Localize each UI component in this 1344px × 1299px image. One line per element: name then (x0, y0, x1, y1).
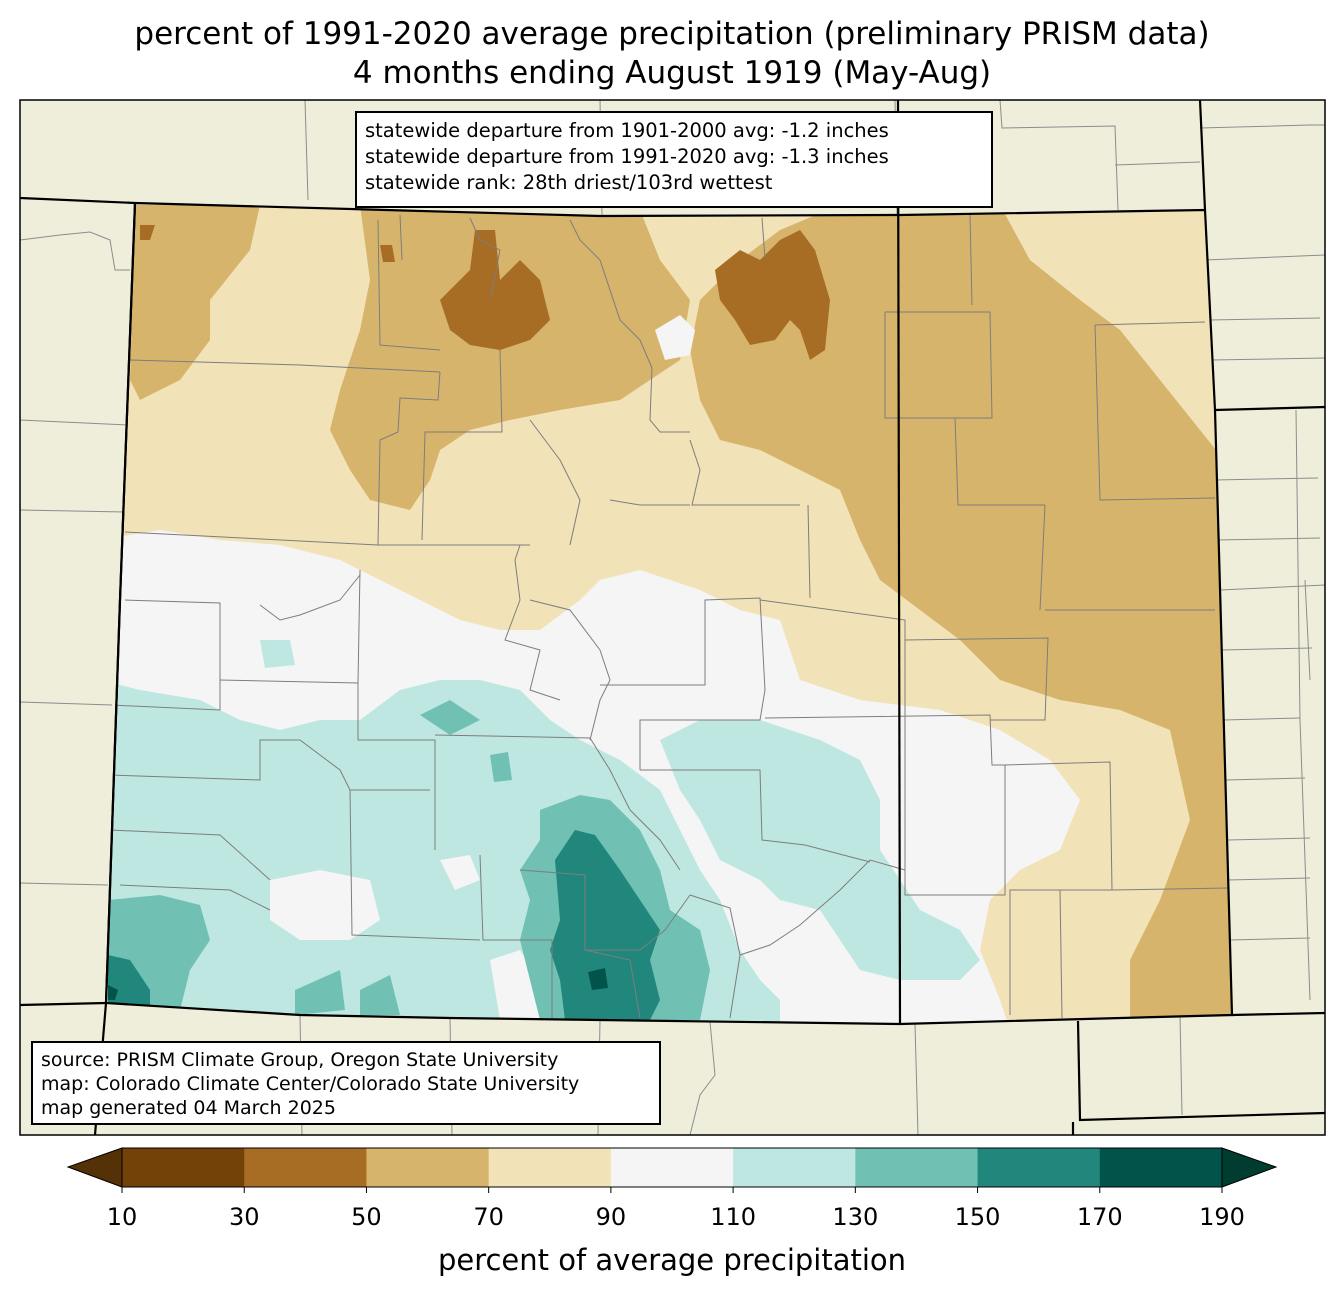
colorbar-under-arrow (66, 1147, 123, 1188)
colorbar-tick-label-90: 90 (595, 1203, 627, 1231)
colorbar-label: percent of average precipitation (437, 1243, 907, 1277)
colorbar-cell-90-110 (610, 1148, 734, 1187)
colorbar-cell-130-150 (855, 1148, 979, 1187)
statewide-stats-box: statewide departure from 1901-2000 avg: … (355, 111, 993, 208)
stats-departure-1901-2000: statewide departure from 1901-2000 avg: … (365, 119, 889, 142)
stats-rank: statewide rank: 28th driest/103rd wettes… (365, 171, 773, 194)
map-title-line2: 4 months ending August 1919 (May-Aug) (352, 55, 992, 91)
colorbar-tick-label-50: 50 (351, 1203, 382, 1231)
colorbar-tick-label-10: 10 (106, 1203, 138, 1231)
colorbar-tick-label-190: 190 (1199, 1203, 1245, 1231)
colorbar-tick-label-70: 70 (473, 1203, 504, 1231)
colorbar-tick-label-170: 170 (1076, 1203, 1123, 1231)
map-title-line1: percent of 1991-2020 average precipitati… (134, 16, 1210, 52)
colorbar-cell-50-70 (366, 1148, 490, 1187)
precip-fill (106, 203, 1232, 1024)
stats-departure-1991-2020: statewide departure from 1991-2020 avg: … (365, 145, 889, 168)
colorbar-tick-label-150: 150 (954, 1203, 1001, 1231)
colorbar-cell-110-130 (733, 1148, 856, 1187)
colorbar-cell-30-50 (244, 1148, 367, 1187)
colorbar-tick-label-30: 30 (228, 1203, 260, 1231)
colorbar-cell-70-90 (488, 1148, 612, 1187)
colorbar-cell-150-170 (977, 1148, 1101, 1187)
county-lines (109, 214, 1229, 1019)
neighbor-county-lines (20, 100, 1325, 1135)
generated-date-line: map generated 04 March 2025 (41, 1097, 336, 1119)
colorbar (66, 1147, 1278, 1193)
colorbar-cell-170-190 (1099, 1148, 1223, 1187)
state-borders (20, 100, 1325, 1135)
colorbar-tick-label-110: 110 (710, 1203, 757, 1231)
colorbar-tick-label-130: 130 (832, 1203, 879, 1231)
source-line: source: PRISM Climate Group, Oregon Stat… (41, 1049, 559, 1071)
map-frame (19, 99, 1326, 1136)
map-credit-line: map: Colorado Climate Center/Colorado St… (41, 1073, 580, 1095)
source-box: source: PRISM Climate Group, Oregon Stat… (31, 1041, 661, 1125)
colorbar-cell-10-30 (122, 1148, 245, 1187)
colorbar-over-arrow (1221, 1147, 1278, 1188)
